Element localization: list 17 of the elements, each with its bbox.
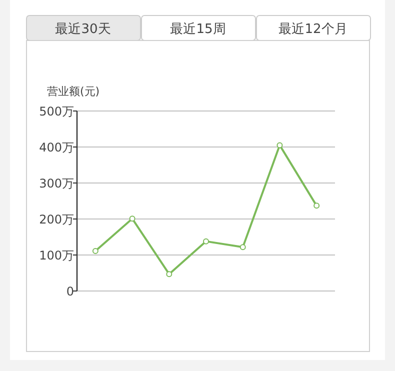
y-tick-label: 400万 <box>39 140 74 154</box>
y-tick-label: 0 <box>66 284 74 298</box>
tab: 最近30天 <box>26 15 141 41</box>
tab: 最近15周 <box>141 15 256 41</box>
point <box>203 238 209 244</box>
y-tick-label: 300万 <box>39 176 74 190</box>
point <box>92 248 98 254</box>
point <box>314 202 320 209</box>
y-axis-title: 营业额(元) <box>47 85 100 98</box>
point <box>240 244 246 250</box>
y-tick-label: 100万 <box>39 248 74 262</box>
point <box>276 142 283 148</box>
point <box>129 216 136 222</box>
y-tick-label: 500万 <box>39 104 74 118</box>
y-tick-label: 200万 <box>39 212 74 226</box>
tab: 最近12个月 <box>256 15 371 41</box>
point <box>166 271 172 278</box>
